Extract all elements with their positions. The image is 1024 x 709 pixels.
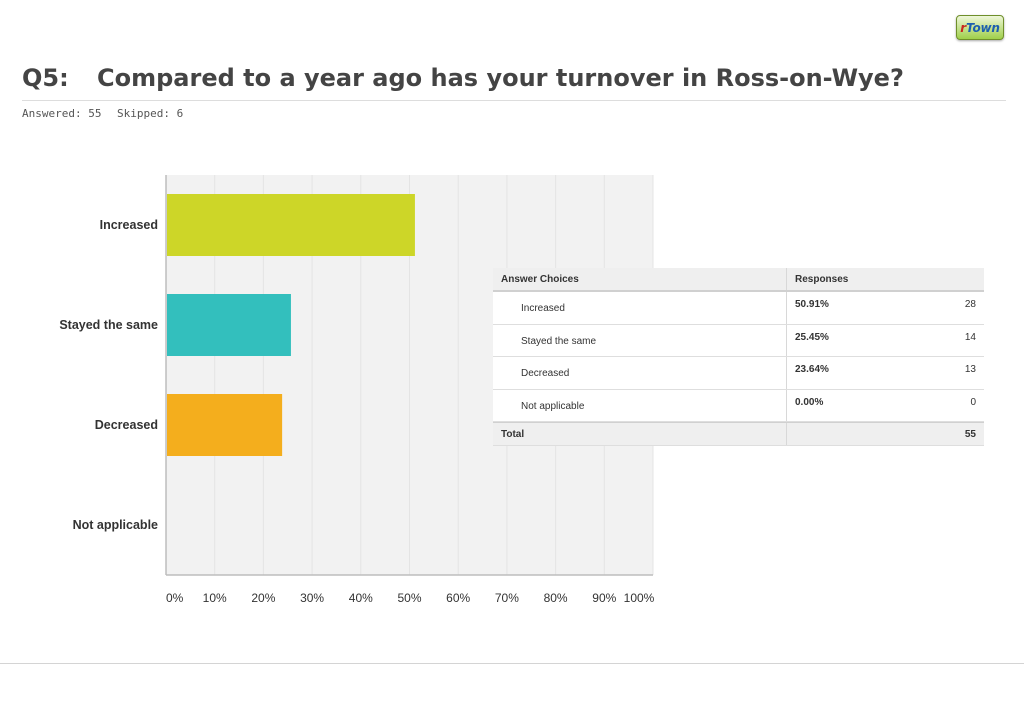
responses-table: Answer Choices Responses Increased 50.91… (493, 268, 984, 446)
answered-count: Answered: 55 (22, 107, 102, 120)
x-tick-label: 30% (300, 591, 324, 605)
row-count: 0 (970, 396, 976, 408)
row-count: 14 (964, 331, 976, 343)
table-row: Increased 50.91% 28 (493, 292, 984, 325)
row-percent: 23.64% (795, 364, 829, 375)
table-total-row: Total 55 (493, 422, 984, 446)
x-tick-label: 90% (592, 591, 616, 605)
x-tick-label: 40% (349, 591, 373, 605)
footer-divider (0, 663, 1024, 664)
x-tick-label: 100% (624, 591, 655, 605)
x-tick-label: 80% (544, 591, 568, 605)
x-tick-label: 50% (397, 591, 421, 605)
category-label: Increased (100, 218, 158, 232)
table-row: Not applicable 0.00% 0 (493, 389, 984, 422)
x-tick-label: 0% (166, 591, 184, 605)
x-tick-label: 10% (203, 591, 227, 605)
x-tick-label: 60% (446, 591, 470, 605)
total-label: Total (493, 423, 787, 445)
table-row: Decreased 23.64% 13 (493, 357, 984, 390)
category-label: Not applicable (73, 518, 158, 532)
category-label: Stayed the same (59, 318, 158, 332)
row-percent: 25.45% (795, 331, 829, 343)
skipped-count: Skipped: 6 (117, 107, 184, 120)
row-count: 28 (964, 299, 976, 310)
logo-text: rTown (960, 20, 1000, 35)
category-label: Decreased (95, 418, 158, 432)
row-choice: Stayed the same (493, 324, 787, 356)
header-answer-choices: Answer Choices (493, 268, 787, 290)
bar (167, 394, 283, 456)
question-title: Compared to a year ago has your turnover… (97, 64, 904, 92)
x-tick-label: 20% (251, 591, 275, 605)
row-choice: Increased (493, 292, 787, 324)
rtown-logo[interactable]: rTown (956, 15, 1004, 40)
total-count: 55 (964, 429, 976, 440)
bar (167, 194, 415, 256)
table-row: Stayed the same 25.45% 14 (493, 324, 984, 357)
row-percent: 50.91% (795, 299, 829, 310)
row-count: 13 (964, 364, 976, 375)
question-number: Q5: (22, 64, 69, 92)
row-percent: 0.00% (795, 396, 824, 408)
table-header-row: Answer Choices Responses (493, 268, 984, 292)
bar (167, 294, 291, 356)
row-choice: Not applicable (493, 389, 787, 421)
title-divider (22, 100, 1006, 101)
row-choice: Decreased (493, 357, 787, 389)
header-responses: Responses (795, 274, 849, 285)
x-tick-label: 70% (495, 591, 519, 605)
